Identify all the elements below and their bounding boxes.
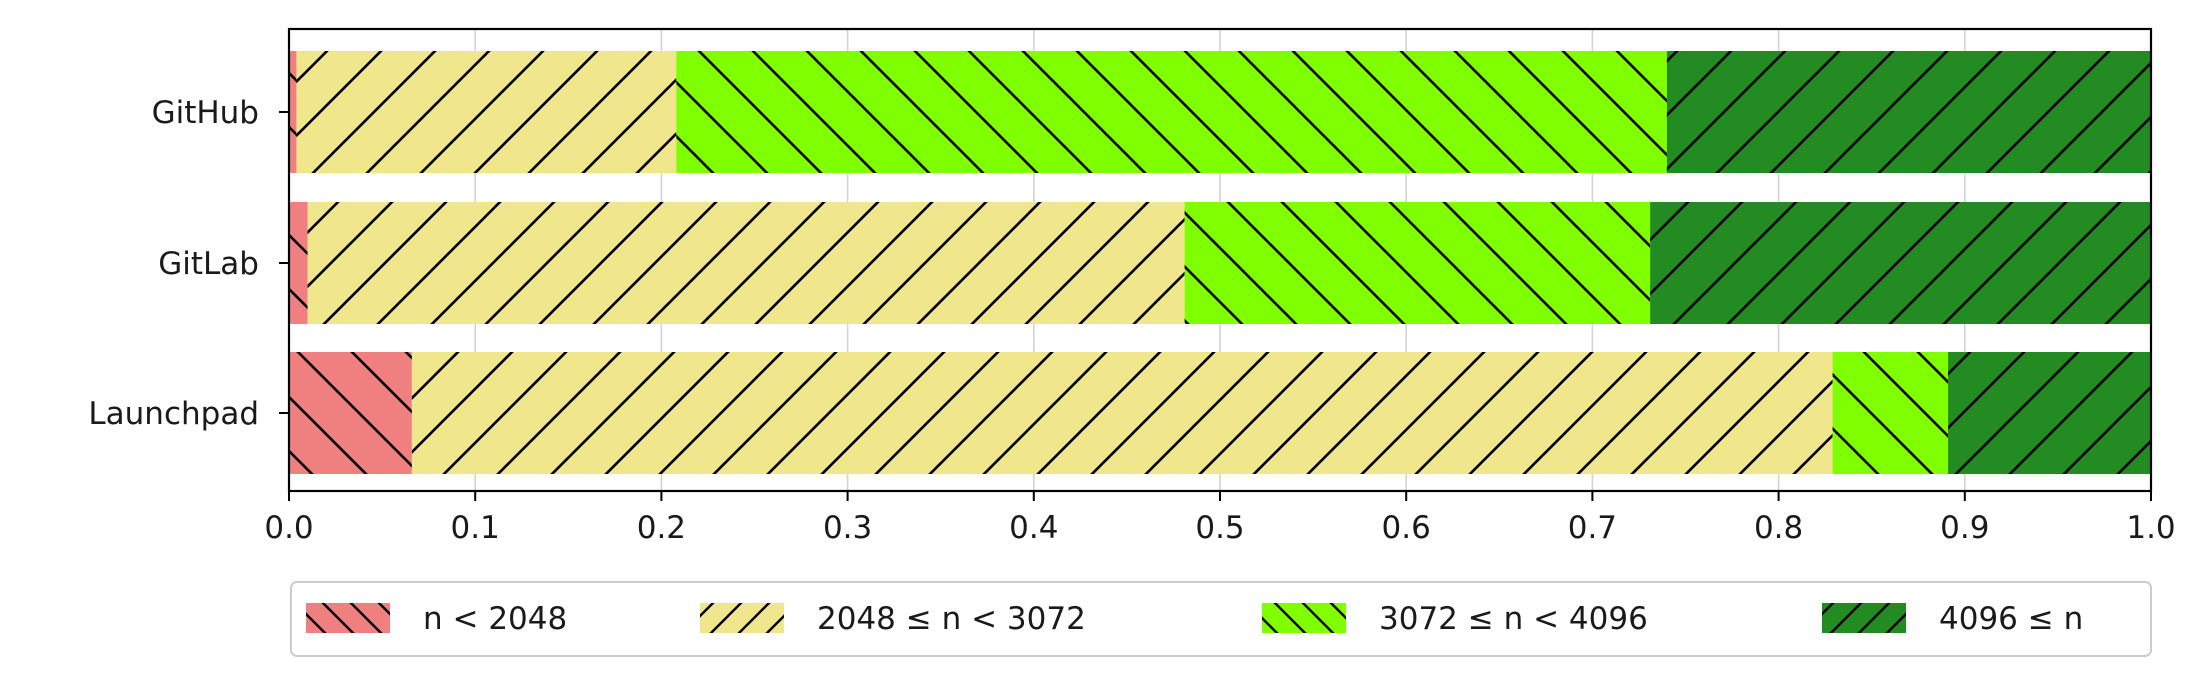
bar-segment — [1650, 202, 2151, 324]
x-tick-label: 0.4 — [1009, 510, 1058, 546]
bar-segment — [1666, 51, 2151, 173]
x-tick-label: 0.1 — [451, 510, 500, 546]
y-tick-label: GitHub — [152, 95, 259, 131]
x-tick-label: 0.6 — [1382, 510, 1431, 546]
x-tick-label: 0.5 — [1195, 510, 1244, 546]
x-axis: 0.0 0.1 0.2 0.3 0.4 0.5 0.6 0.7 0.8 0.9 1.0 — [264, 491, 2176, 546]
y-tick-label: Launchpad — [88, 396, 259, 432]
bar-segment — [676, 51, 1667, 173]
x-tick-label: 0.2 — [637, 510, 686, 546]
bar-segment — [307, 202, 1185, 324]
bar-segment — [289, 51, 297, 173]
bar-segments — [289, 51, 2151, 474]
x-tick-label: 0.8 — [1754, 510, 1803, 546]
bar-segment — [1948, 352, 2151, 474]
legend-item: 2048 ≤ n < 3072 — [700, 601, 1086, 637]
bar-segment — [1832, 352, 1949, 474]
bar-segment — [411, 352, 1833, 474]
legend: n < 2048 2048 ≤ n < 3072 3072 ≤ n < 4096 40… — [290, 581, 2152, 657]
legend-label: n < 2048 — [423, 601, 567, 637]
legend-item: 4096 ≤ n — [1822, 601, 2083, 637]
bar-segment — [289, 352, 412, 474]
bar-segment — [296, 51, 677, 173]
x-tick-label: 0.9 — [1940, 510, 1989, 546]
bar-segment — [1184, 202, 1651, 324]
x-tick-label: 0.7 — [1568, 510, 1617, 546]
legend-item: 3072 ≤ n < 4096 — [1262, 601, 1648, 637]
legend-label: 3072 ≤ n < 4096 — [1379, 601, 1648, 637]
x-tick-label: 0.0 — [264, 510, 313, 546]
legend-frame — [290, 581, 2152, 657]
legend-label: 2048 ≤ n < 3072 — [817, 601, 1086, 637]
y-tick-label: GitLab — [158, 246, 259, 282]
x-tick-label: 0.3 — [823, 510, 872, 546]
y-axis: GitHub GitLab Launchpad — [88, 95, 289, 432]
x-tick-label: 1.0 — [2126, 510, 2175, 546]
bar-segment — [289, 202, 308, 324]
legend-item: n < 2048 — [306, 601, 567, 637]
legend-label: 4096 ≤ n — [1939, 601, 2083, 637]
